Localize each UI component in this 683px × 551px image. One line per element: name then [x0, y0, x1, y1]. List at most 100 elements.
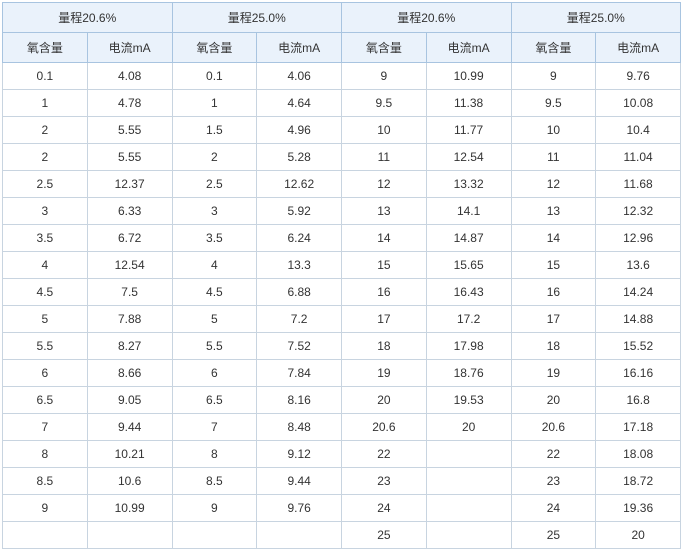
table-body: 0.14.080.14.06910.9999.7614.7814.649.511… [3, 63, 681, 549]
table-cell: 17 [511, 306, 596, 333]
table-cell: 6 [3, 360, 88, 387]
table-cell: 9.5 [342, 90, 427, 117]
table-cell: 4 [3, 252, 88, 279]
table-cell: 3.5 [172, 225, 257, 252]
table-cell: 16.43 [426, 279, 511, 306]
table-row: 810.2189.12222218.08 [3, 441, 681, 468]
col-header: 氧含量 [172, 33, 257, 63]
table-cell: 12 [342, 171, 427, 198]
group-header: 量程20.6% [342, 3, 512, 33]
table-cell: 5.5 [3, 333, 88, 360]
table-cell: 10.08 [596, 90, 681, 117]
table-cell: 6.72 [87, 225, 172, 252]
table-cell: 9 [511, 63, 596, 90]
table-cell: 13.6 [596, 252, 681, 279]
table-cell: 23 [511, 468, 596, 495]
table-cell: 20.6 [511, 414, 596, 441]
col-header: 电流mA [596, 33, 681, 63]
table-cell: 8.5 [3, 468, 88, 495]
table-row: 36.3335.921314.11312.32 [3, 198, 681, 225]
table-cell: 10.6 [87, 468, 172, 495]
table-cell: 4 [172, 252, 257, 279]
table-cell: 18.72 [596, 468, 681, 495]
table-cell: 16.16 [596, 360, 681, 387]
table-cell: 11.04 [596, 144, 681, 171]
table-cell: 12.54 [426, 144, 511, 171]
table-cell: 9.76 [596, 63, 681, 90]
table-cell: 16 [342, 279, 427, 306]
group-header: 量程25.0% [172, 3, 342, 33]
table-cell: 4.64 [257, 90, 342, 117]
table-cell: 8.66 [87, 360, 172, 387]
table-cell: 3.5 [3, 225, 88, 252]
table-cell: 5 [172, 306, 257, 333]
table-cell: 2 [3, 117, 88, 144]
table-cell: 12.37 [87, 171, 172, 198]
table-cell: 10.99 [87, 495, 172, 522]
table-cell: 10.99 [426, 63, 511, 90]
table-cell: 13.3 [257, 252, 342, 279]
table-cell: 18.08 [596, 441, 681, 468]
table-cell: 6.5 [172, 387, 257, 414]
table-cell: 8.27 [87, 333, 172, 360]
table-cell: 4.96 [257, 117, 342, 144]
table-cell: 6.88 [257, 279, 342, 306]
table-row: 68.6667.841918.761916.16 [3, 360, 681, 387]
table-cell: 14 [342, 225, 427, 252]
table-row: 5.58.275.57.521817.981815.52 [3, 333, 681, 360]
table-cell: 9 [3, 495, 88, 522]
table-row: 910.9999.76242419.36 [3, 495, 681, 522]
table-cell: 6.24 [257, 225, 342, 252]
table-cell: 16 [511, 279, 596, 306]
table-cell: 12.54 [87, 252, 172, 279]
table-cell: 7 [3, 414, 88, 441]
table-cell: 14 [511, 225, 596, 252]
group-header: 量程20.6% [3, 3, 173, 33]
table-cell: 3 [3, 198, 88, 225]
table-cell [172, 522, 257, 549]
col-header: 电流mA [257, 33, 342, 63]
table-cell: 10 [342, 117, 427, 144]
table-cell: 5.5 [172, 333, 257, 360]
table-cell: 0.1 [172, 63, 257, 90]
table-cell: 15 [511, 252, 596, 279]
table-row: 14.7814.649.511.389.510.08 [3, 90, 681, 117]
table-cell: 4.06 [257, 63, 342, 90]
table-row: 25.551.54.961011.771010.4 [3, 117, 681, 144]
table-cell: 8 [3, 441, 88, 468]
sub-header-row: 氧含量 电流mA 氧含量 电流mA 氧含量 电流mA 氧含量 电流mA [3, 33, 681, 63]
table-row: 2.512.372.512.621213.321211.68 [3, 171, 681, 198]
table-cell: 19 [511, 360, 596, 387]
table-cell: 17.18 [596, 414, 681, 441]
table-cell: 20 [426, 414, 511, 441]
table-cell: 10.21 [87, 441, 172, 468]
group-header: 量程25.0% [511, 3, 681, 33]
table-cell [426, 468, 511, 495]
table-cell: 13 [511, 198, 596, 225]
table-cell: 2.5 [172, 171, 257, 198]
table-cell: 20.6 [342, 414, 427, 441]
table-cell: 7.88 [87, 306, 172, 333]
table-cell: 9 [342, 63, 427, 90]
table-row: 412.54413.31515.651513.6 [3, 252, 681, 279]
table-cell: 20 [596, 522, 681, 549]
table-cell: 17 [342, 306, 427, 333]
table-cell: 3 [172, 198, 257, 225]
table-cell: 5 [3, 306, 88, 333]
table-cell: 9.12 [257, 441, 342, 468]
table-cell: 12.62 [257, 171, 342, 198]
table-cell: 10.4 [596, 117, 681, 144]
table-row: 4.57.54.56.881616.431614.24 [3, 279, 681, 306]
table-cell: 6 [172, 360, 257, 387]
table-cell: 18 [511, 333, 596, 360]
table-cell: 6.33 [87, 198, 172, 225]
table-cell: 17.98 [426, 333, 511, 360]
table-cell: 12.96 [596, 225, 681, 252]
table-row: 252520 [3, 522, 681, 549]
table-row: 6.59.056.58.162019.532016.8 [3, 387, 681, 414]
table-cell: 24 [342, 495, 427, 522]
table-cell: 14.87 [426, 225, 511, 252]
table-cell: 13 [342, 198, 427, 225]
table-cell: 4.08 [87, 63, 172, 90]
table-cell [3, 522, 88, 549]
